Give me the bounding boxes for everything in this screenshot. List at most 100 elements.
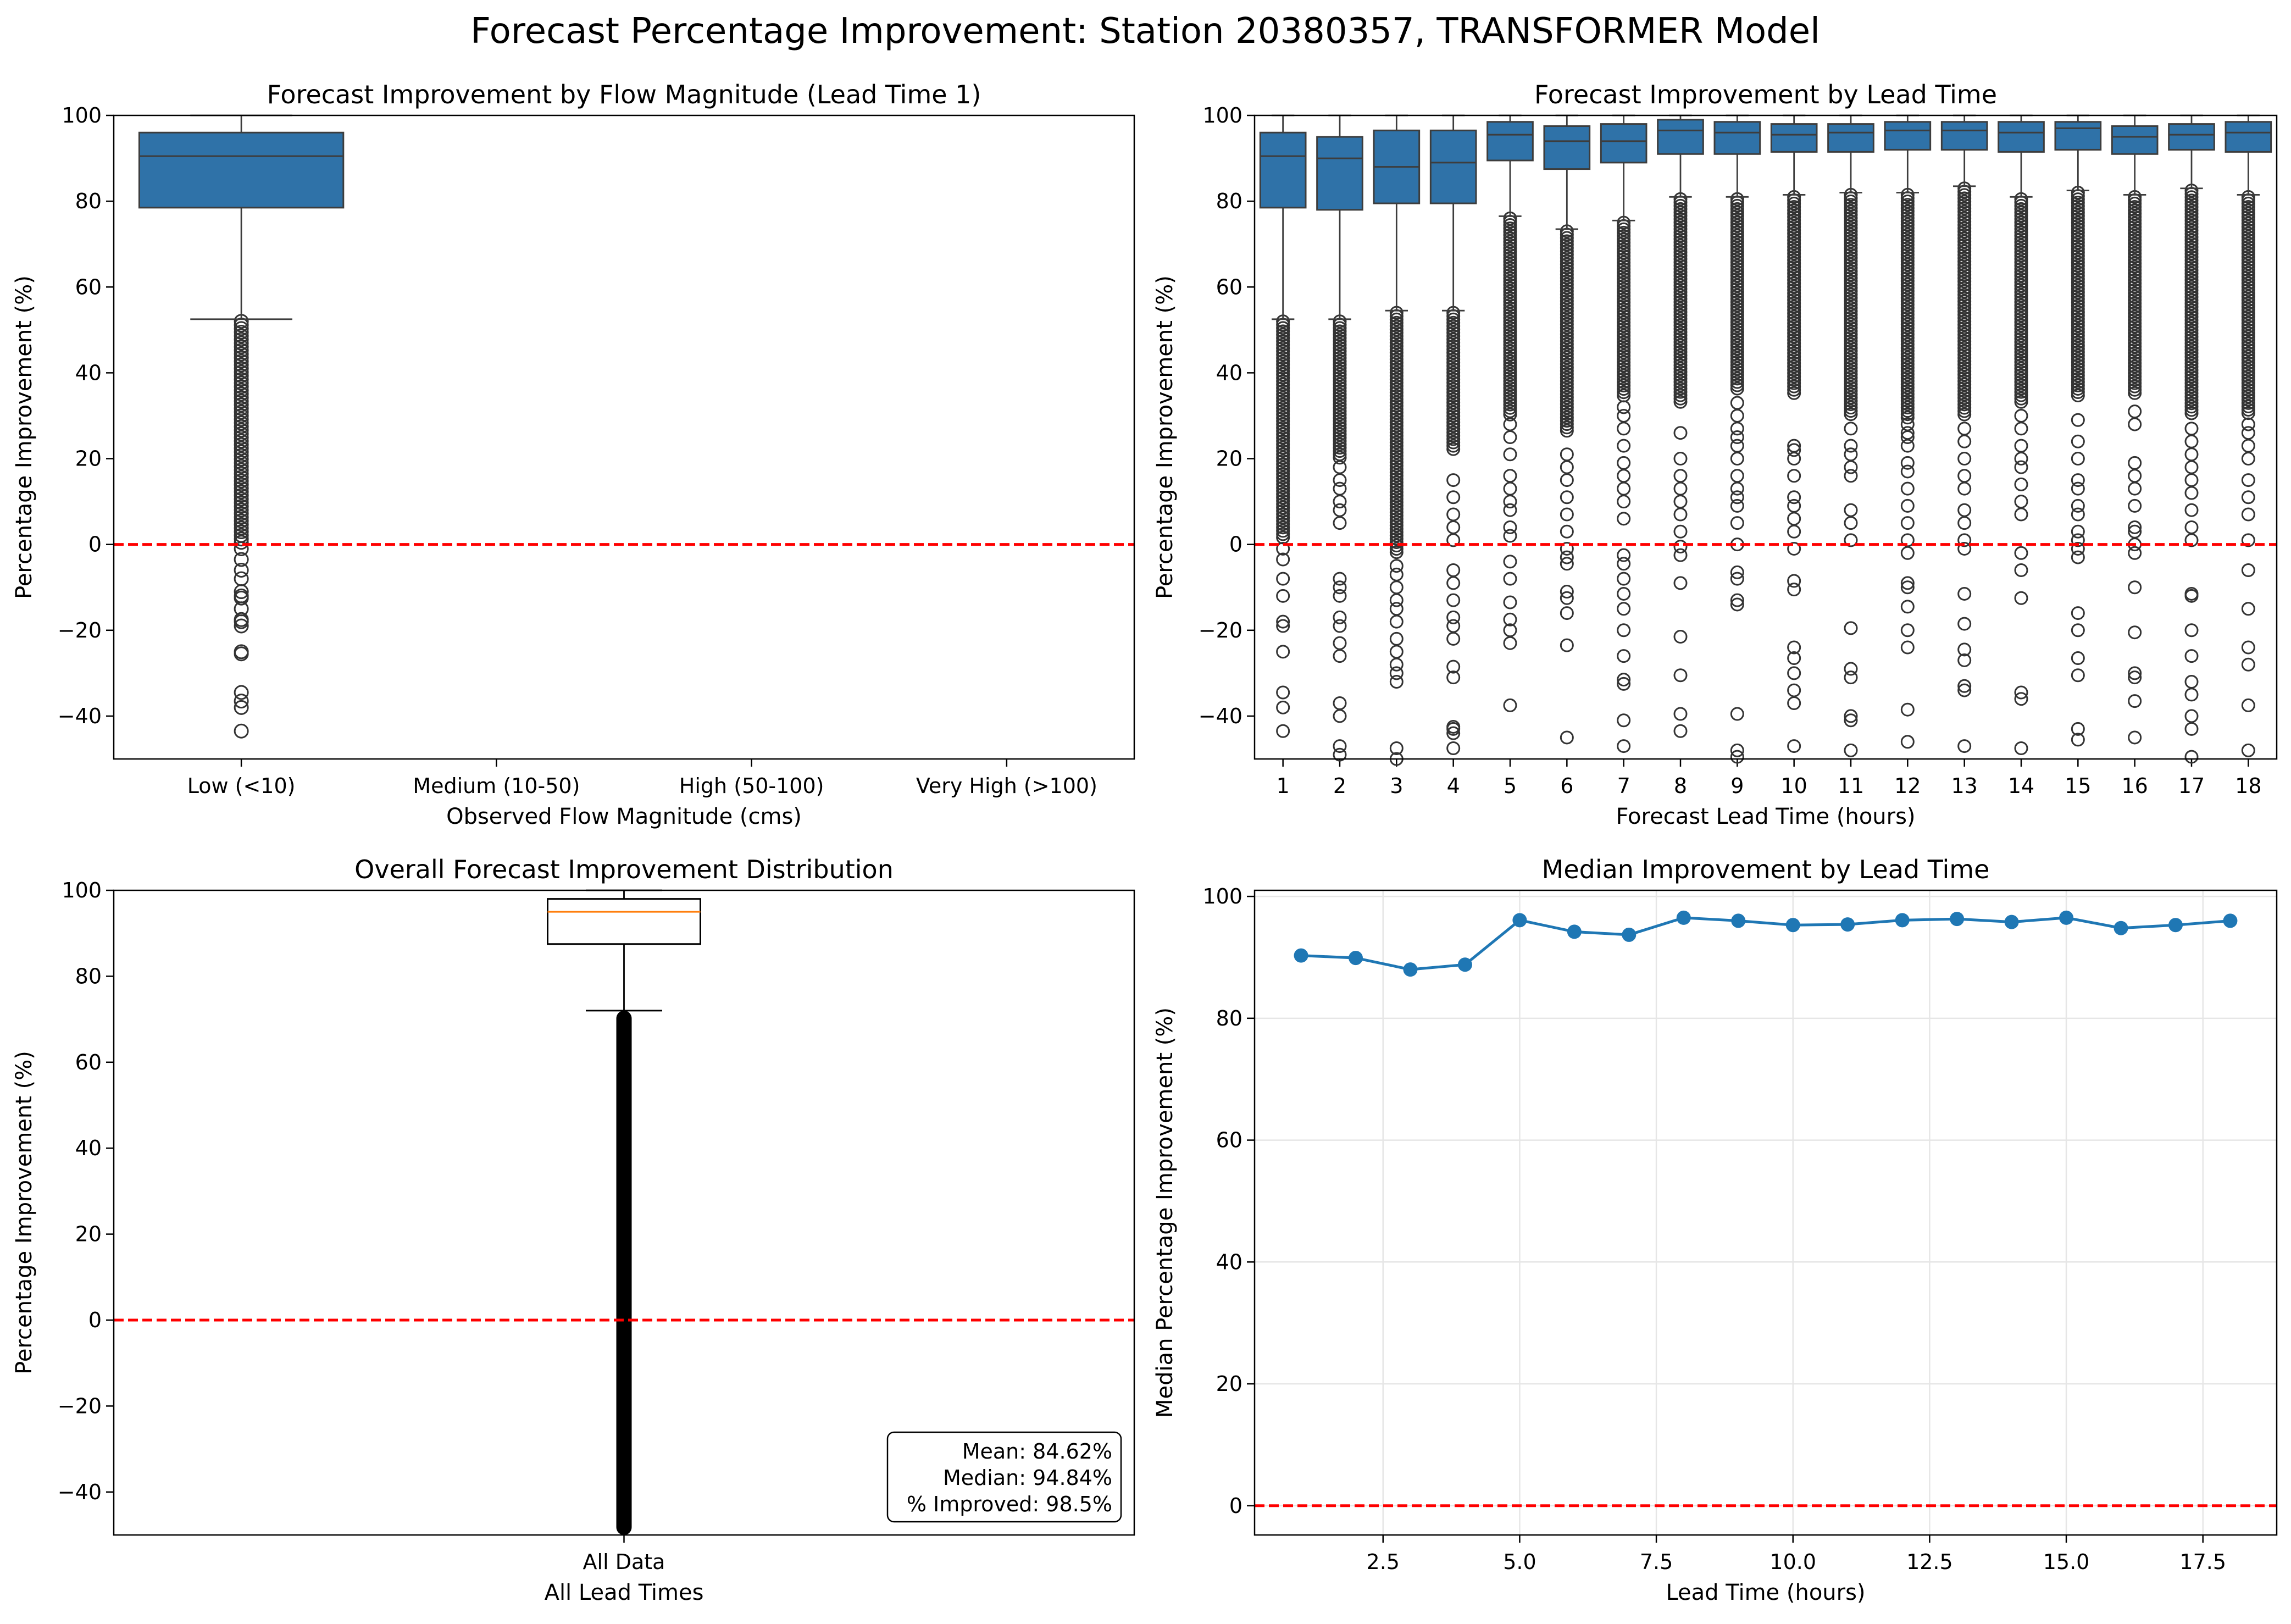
outlier-band xyxy=(234,441,249,456)
outlier-band xyxy=(2128,343,2142,357)
outlier-band xyxy=(1503,218,1517,232)
outlier-band xyxy=(1957,351,1972,365)
outlier-band xyxy=(1276,497,1290,511)
outlier-band xyxy=(1446,356,1461,370)
outlier-point xyxy=(1673,630,1688,644)
outlier-point xyxy=(2071,651,2085,666)
outlier-band xyxy=(2014,245,2028,259)
outlier-point xyxy=(1900,426,1915,440)
outlier-band xyxy=(1957,364,1972,378)
outlier-band xyxy=(2071,375,2085,389)
outlier-band xyxy=(1844,380,1858,395)
outlier-band xyxy=(1900,404,1915,418)
outlier-band xyxy=(1957,301,1972,315)
outlier-band xyxy=(2014,275,2028,289)
outlier-point xyxy=(1844,503,1858,517)
outlier-band xyxy=(1787,323,1801,337)
outlier-band xyxy=(1617,312,1631,326)
y-tick-label: 40 xyxy=(75,1136,102,1160)
outlier-point xyxy=(1957,541,1972,556)
outlier-band xyxy=(1957,258,1972,272)
outlier-band xyxy=(1673,318,1688,332)
outlier-band xyxy=(2014,391,2028,406)
outlier-band xyxy=(2014,385,2028,399)
outlier-point xyxy=(2128,498,2142,513)
outlier-band xyxy=(1617,272,1631,286)
outlier-band xyxy=(1844,337,1858,352)
outlier-band xyxy=(2071,298,2085,313)
outlier-band xyxy=(1446,322,1461,336)
outlier-band xyxy=(1673,258,1688,273)
outlier-band xyxy=(2184,263,2199,278)
outlier-band xyxy=(2014,289,2028,303)
outlier-band xyxy=(234,448,249,463)
outlier-band xyxy=(2071,332,2085,346)
outlier-band xyxy=(2128,300,2142,314)
outlier-point xyxy=(2128,520,2142,534)
outlier-band xyxy=(1844,195,1858,209)
outlier-band xyxy=(1446,349,1461,363)
outlier-band xyxy=(1446,415,1461,430)
outlier-band xyxy=(1900,201,1915,215)
outlier-band xyxy=(1730,222,1744,236)
outlier-band xyxy=(1787,319,1801,334)
outlier-band xyxy=(1333,420,1347,435)
iqr-box xyxy=(1486,121,1534,162)
median-series-line xyxy=(1301,916,2231,971)
outlier-band xyxy=(1389,395,1404,409)
outlier-band xyxy=(1673,235,1688,250)
outlier-point xyxy=(1446,726,1461,740)
outlier-band xyxy=(2184,393,2199,407)
outlier-band xyxy=(1617,232,1631,246)
outlier-band xyxy=(1900,351,1915,365)
outlier-band xyxy=(1730,279,1744,293)
outlier-point xyxy=(2241,743,2255,757)
outlier-band xyxy=(2184,320,2199,334)
x-axis-label: Lead Time (hours) xyxy=(1666,1580,1865,1605)
outlier-band xyxy=(1673,225,1688,240)
outlier-point xyxy=(1389,602,1404,616)
outlier-band xyxy=(2241,286,2255,301)
outlier-band xyxy=(2241,376,2255,390)
outlier-band xyxy=(1844,354,1858,368)
outlier-point xyxy=(1787,541,1801,556)
outlier-point xyxy=(1389,674,1404,689)
outlier-point xyxy=(1560,447,1574,462)
outlier-band xyxy=(2128,309,2142,324)
outlier-band xyxy=(2014,348,2028,363)
outlier-band xyxy=(1957,238,1972,252)
outlier-point xyxy=(234,723,249,739)
outlier-point xyxy=(2014,408,2028,423)
outlier-band xyxy=(2241,386,2255,400)
outlier-band xyxy=(1844,401,1858,415)
outlier-band xyxy=(2184,373,2199,387)
iqr-box xyxy=(1259,131,1307,209)
outlier-band xyxy=(1389,448,1404,463)
outlier-point xyxy=(1730,593,1744,607)
outlier-band xyxy=(1730,322,1744,336)
outlier-band xyxy=(1844,294,1858,308)
outlier-band xyxy=(2184,403,2199,417)
outlier-band xyxy=(1503,231,1517,246)
outlier-band xyxy=(1276,484,1290,498)
outlier-band xyxy=(1276,477,1290,491)
outlier-point xyxy=(1276,572,1290,586)
outlier-point xyxy=(1900,456,1915,470)
outlier-band xyxy=(1503,381,1517,395)
outlier-band xyxy=(1787,329,1801,343)
outlier-band xyxy=(1787,263,1801,277)
outlier-band xyxy=(2014,368,2028,383)
outlier-band xyxy=(1617,279,1631,293)
outlier-point xyxy=(1333,739,1347,753)
outlier-band xyxy=(1957,318,1972,332)
iqr-box xyxy=(1940,121,1988,151)
outlier-band xyxy=(2128,350,2142,364)
x-tick-label: 7.5 xyxy=(1640,1550,1673,1574)
outlier-band xyxy=(1730,252,1744,266)
outlier-point xyxy=(1673,576,1688,590)
outlier-band xyxy=(2128,196,2142,210)
outlier-band xyxy=(1503,384,1517,398)
y-tick-label: 60 xyxy=(1216,1128,1242,1152)
outlier-band xyxy=(1276,464,1290,478)
outlier-band xyxy=(1844,374,1858,388)
